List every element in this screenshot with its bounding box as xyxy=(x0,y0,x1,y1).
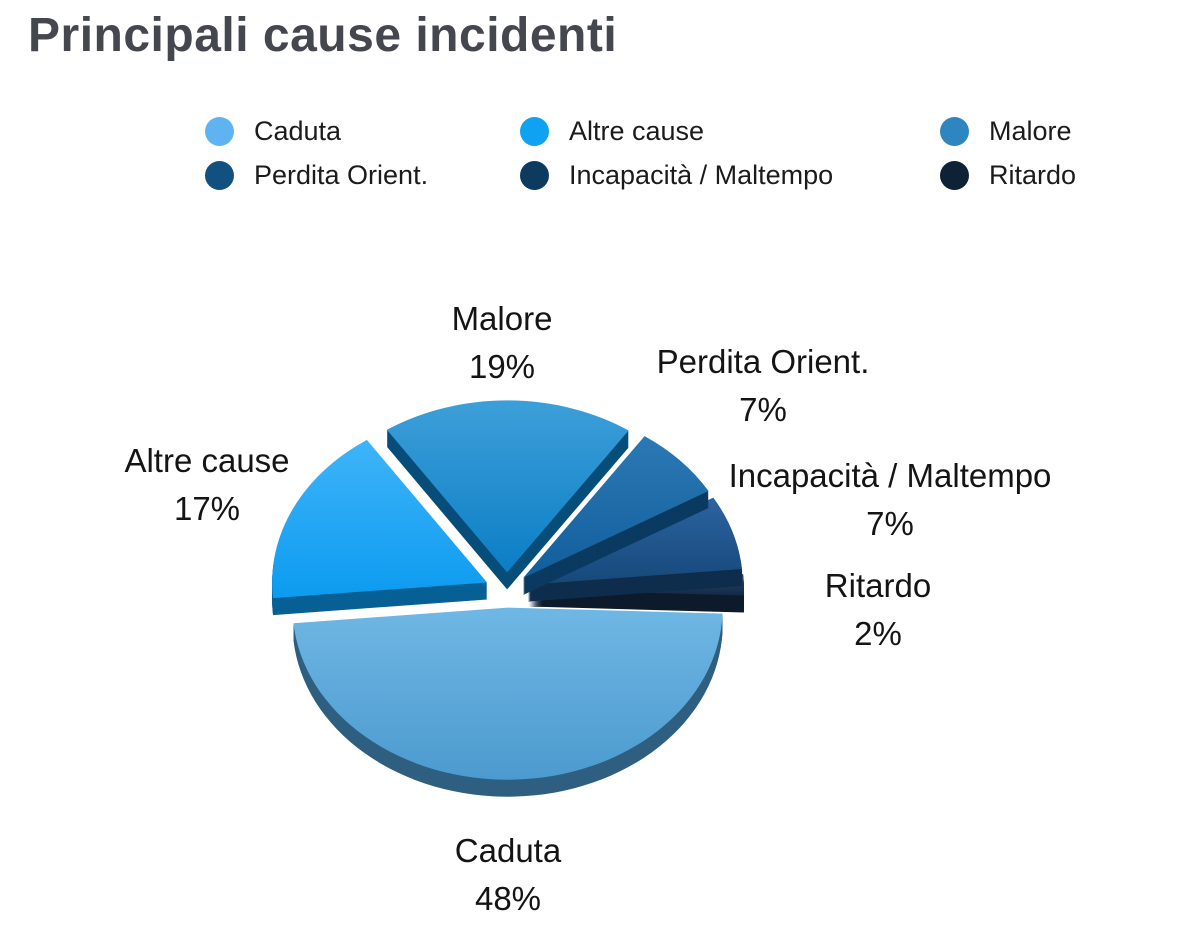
pie-slice-altre-cause[interactable] xyxy=(272,439,488,616)
slice-label-value: 48% xyxy=(474,880,542,917)
legend-label: Perdita Orient. xyxy=(254,159,429,190)
slice-label-name: Ritardo xyxy=(824,567,932,605)
legend-swatch-icon xyxy=(520,160,549,190)
slice-label-name: Altre cause xyxy=(124,442,290,480)
pie-slice-top xyxy=(523,436,709,578)
chart-legend: Caduta Altre cause Malore Perdita Orient. In… xyxy=(205,114,1076,192)
legend-item-ritardo[interactable]: Ritardo xyxy=(940,158,1076,192)
pie-slice-incapacit-maltempo[interactable] xyxy=(527,497,742,602)
slice-label-value: 19% xyxy=(468,348,536,385)
legend-item-perdita-orient[interactable]: Perdita Orient. xyxy=(205,158,520,192)
slice-label-name: Incapacità / Maltempo xyxy=(728,457,1052,495)
pie-slice-top xyxy=(293,607,723,780)
pie-slice-top xyxy=(386,400,629,573)
legend-label: Caduta xyxy=(254,115,342,146)
slice-label-value: 7% xyxy=(739,391,787,428)
pie-slice-top xyxy=(272,439,488,599)
legend-swatch-icon xyxy=(940,116,969,146)
legend-item-incapacit-maltempo[interactable]: Incapacità / Maltempo xyxy=(520,158,940,192)
slice-label-altre-cause: Altre cause 17% xyxy=(124,437,289,533)
legend-label: Incapacità / Maltempo xyxy=(569,159,834,190)
page-title: Principali cause incidenti xyxy=(28,9,618,62)
slice-label-value: 2% xyxy=(854,615,902,652)
legend-item-caduta[interactable]: Caduta xyxy=(205,114,520,148)
pie-slice-perdita-orient[interactable] xyxy=(523,436,709,595)
legend-label: Malore xyxy=(989,115,1072,146)
legend-item-altre-cause[interactable]: Altre cause xyxy=(520,114,940,148)
slice-label-incapacit-maltempo: Incapacità / Maltempo 7% xyxy=(729,452,1052,548)
pie-slice-malore[interactable] xyxy=(386,400,629,590)
slice-label-malore: Malore 19% xyxy=(452,295,553,391)
legend-swatch-icon xyxy=(940,160,969,190)
legend-label: Altre cause xyxy=(569,115,705,146)
legend-label: Ritardo xyxy=(989,159,1077,190)
slice-label-name: Malore xyxy=(451,300,553,338)
legend-swatch-icon xyxy=(205,116,234,146)
slice-label-value: 17% xyxy=(173,490,241,527)
slice-label-perdita-orient: Perdita Orient. 7% xyxy=(657,338,870,434)
slice-label-ritardo: Ritardo 2% xyxy=(825,562,931,658)
slice-label-caduta: Caduta 48% xyxy=(455,827,561,923)
legend-item-malore[interactable]: Malore xyxy=(940,114,1076,148)
slice-label-name: Perdita Orient. xyxy=(656,343,870,381)
legend-swatch-icon xyxy=(205,160,234,190)
slice-label-name: Caduta xyxy=(454,832,562,870)
legend-swatch-icon xyxy=(520,116,549,146)
slice-label-value: 7% xyxy=(866,505,914,542)
pie-slice-caduta[interactable] xyxy=(293,607,723,797)
